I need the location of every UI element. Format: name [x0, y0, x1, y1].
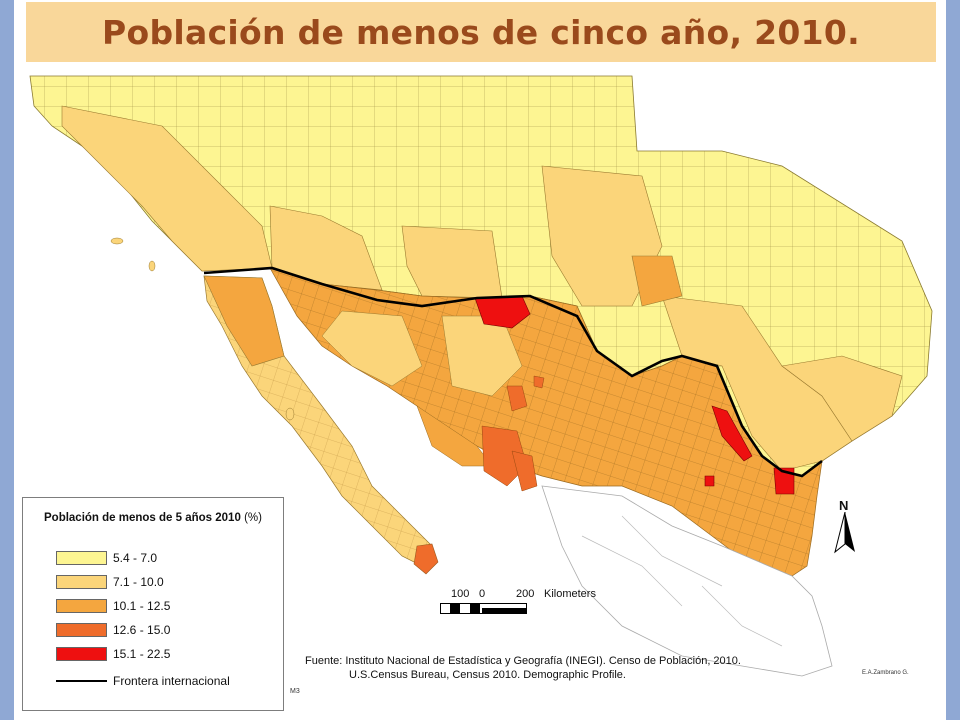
- sinaloa-coast: [416, 405, 493, 467]
- source-line-inegi: Fuente: Instituto Nacional de Estadístic…: [305, 655, 741, 667]
- legend-item: 15.1 - 22.5: [56, 646, 170, 662]
- legend-label: 15.1 - 22.5: [113, 647, 171, 661]
- legend-title-text: Población de menos de 5 años 2010: [44, 512, 241, 524]
- nl-red: [704, 475, 715, 487]
- international-border: [203, 266, 823, 478]
- source-line-census: U.S.Census Bureau, Census 2010. Demograp…: [349, 669, 626, 681]
- legend-label: 10.1 - 12.5: [113, 599, 171, 613]
- legend-unit: (%): [244, 512, 262, 524]
- baja-south-tip: [413, 543, 439, 575]
- scale-label-0: 0: [479, 588, 486, 600]
- north-label: N: [839, 498, 849, 513]
- map-code: M3: [290, 688, 300, 695]
- legend-label: 5.4 - 7.0: [113, 551, 158, 565]
- slide-right-bar: [946, 0, 960, 720]
- legend-swatch: [56, 623, 107, 637]
- legend-swatch: [56, 647, 107, 661]
- us-texas-coast: [781, 355, 903, 442]
- gulf-island: [285, 407, 295, 421]
- zacatecas-dark: [511, 450, 538, 492]
- legend-border-label: Frontera internacional: [113, 674, 230, 688]
- map-legend: Población de menos de 5 años 2010 (%) 5.…: [22, 497, 284, 711]
- rio-bravo-red: [711, 405, 753, 462]
- scale-unit: Kilometers: [544, 588, 596, 600]
- scale-label-200: 200: [516, 588, 535, 600]
- slide-left-bar: [0, 0, 14, 720]
- channel-island-1: [110, 237, 124, 245]
- sonora-light: [321, 310, 423, 387]
- north-arrow-icon: [834, 512, 855, 554]
- legend-border-item: Frontera internacional: [56, 673, 230, 689]
- chihuahua-dark: [506, 385, 528, 412]
- legend-title: Población de menos de 5 años 2010 (%): [44, 512, 262, 524]
- source-note: Fuente: Instituto Nacional de Estadístic…: [305, 654, 741, 682]
- legend-item: 5.4 - 7.0: [56, 550, 157, 566]
- mexico-south-outline: [541, 485, 833, 677]
- scale-bar-graphic: [440, 603, 527, 614]
- durango-dark-2: [533, 375, 545, 389]
- scale-label-100: 100: [451, 588, 470, 600]
- baja-north-orange: [203, 275, 285, 367]
- legend-swatch: [56, 575, 107, 589]
- us-texas-west: [541, 165, 663, 307]
- tamaulipas-red: [773, 467, 795, 495]
- legend-label: 7.1 - 10.0: [113, 575, 164, 589]
- author-credit: E.A.Zambrano G.: [862, 670, 909, 676]
- us-newmexico-south: [401, 225, 503, 299]
- durango-dark: [481, 425, 528, 487]
- legend-item: 7.1 - 10.0: [56, 574, 164, 590]
- legend-item: 10.1 - 12.5: [56, 598, 170, 614]
- title-banner: Población de menos de cinco año, 2010.: [26, 2, 936, 62]
- channel-island-2: [148, 260, 156, 272]
- us-texas-north-patch: [631, 255, 683, 307]
- border-line-sample: [56, 680, 107, 682]
- us-california-south: [61, 105, 273, 272]
- legend-item: 12.6 - 15.0: [56, 622, 170, 638]
- legend-swatch: [56, 551, 107, 565]
- choropleth-map: [22, 66, 938, 710]
- legend-swatch: [56, 599, 107, 613]
- page-title: Población de menos de cinco año, 2010.: [102, 12, 860, 52]
- legend-label: 12.6 - 15.0: [113, 623, 171, 637]
